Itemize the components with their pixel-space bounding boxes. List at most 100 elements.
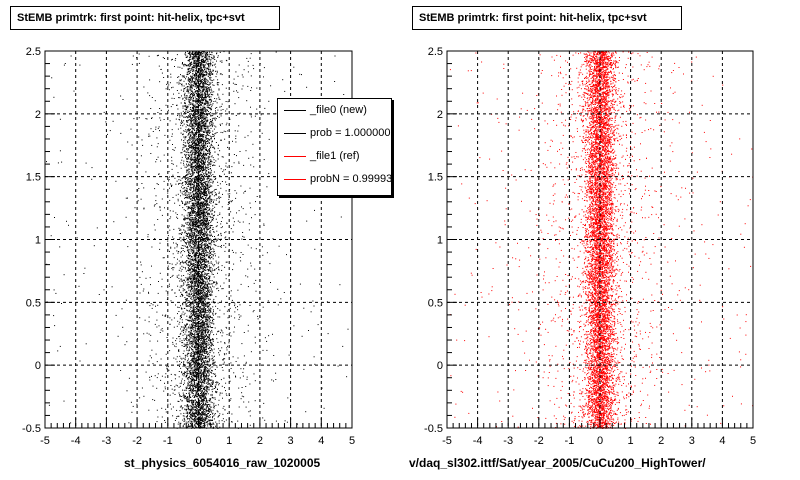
scatter-point [199,282,201,284]
scatter-point [159,242,161,244]
scatter-point [195,351,197,353]
scatter-point [202,61,204,62]
scatter-point [193,366,195,368]
scatter-point [199,192,201,194]
scatter-point [199,87,201,89]
scatter-point [204,357,206,359]
scatter-point [231,299,233,301]
scatter-point [227,208,229,210]
scatter-point [203,339,205,341]
scatter-point [196,151,198,153]
scatter-point [150,108,152,109]
scatter-point [200,315,202,317]
scatter-point [189,235,190,237]
scatter-point [192,102,194,104]
scatter-point [186,399,188,401]
scatter-point [251,87,252,89]
scatter-point [181,232,183,233]
scatter-point [179,237,181,239]
scatter-point [187,129,189,131]
scatter-point [203,321,204,323]
scatter-point [206,416,208,418]
scatter-point [187,68,189,70]
scatter-point [205,137,207,139]
scatter-point [187,404,189,406]
scatter-point [161,407,163,409]
scatter-point [204,379,206,381]
scatter-point [201,355,202,357]
scatter-point [189,355,191,357]
scatter-point [229,307,231,309]
scatter-point [195,375,197,377]
scatter-point [187,98,189,100]
scatter-point [196,65,197,67]
scatter-point [203,122,204,124]
scatter-point [190,391,192,393]
scatter-point [199,86,201,88]
scatter-point [218,348,220,350]
scatter-point [201,384,203,386]
scatter-point [202,282,204,284]
scatter-point [181,63,183,65]
scatter-point [194,264,196,266]
scatter-point [204,229,206,231]
scatter-point [210,101,212,103]
scatter-point [203,70,204,72]
scatter-point [183,289,185,291]
scatter-point [216,102,218,104]
scatter-point [209,71,210,73]
scatter-point [243,192,245,194]
scatter-point [198,121,200,123]
scatter-point [161,286,163,288]
scatter-point [203,417,205,419]
scatter-point [200,354,202,356]
scatter-point [246,378,248,380]
scatter-point [152,304,154,306]
scatter-point [198,98,200,99]
scatter-point [223,421,225,423]
scatter-point [187,425,189,427]
scatter-point [192,373,194,375]
scatter-point [203,408,205,410]
scatter-point [157,184,159,185]
scatter-point [188,139,190,141]
scatter-point [195,104,197,106]
scatter-point [238,161,240,163]
scatter-point [78,285,80,287]
scatter-point [174,394,176,395]
scatter-point [207,287,209,289]
scatter-point [209,423,211,425]
scatter-point [156,326,158,328]
scatter-point [171,168,173,170]
scatter-point [210,156,212,158]
scatter-point [199,178,201,180]
scatter-point [205,297,207,299]
scatter-point [197,163,199,165]
scatter-point [195,306,196,308]
scatter-point [209,220,210,221]
scatter-point [207,109,208,111]
scatter-point [202,99,204,101]
scatter-point [157,340,159,342]
scatter-point [192,237,194,239]
scatter-point [254,115,256,117]
scatter-point [210,315,211,317]
scatter-point [217,181,219,183]
scatter-point [194,359,196,361]
scatter-point [199,402,200,404]
scatter-point [207,411,209,412]
scatter-point [188,172,190,174]
scatter-point [187,169,189,171]
scatter-point [190,259,192,261]
scatter-point [194,400,196,402]
scatter-point [192,197,193,198]
scatter-point [198,80,199,82]
scatter-point [199,269,201,270]
scatter-point [248,223,250,225]
scatter-point [188,408,190,410]
scatter-point [190,185,192,187]
scatter-point [213,231,215,233]
scatter-point [177,193,179,195]
scatter-point [189,221,191,223]
scatter-point [167,403,169,405]
